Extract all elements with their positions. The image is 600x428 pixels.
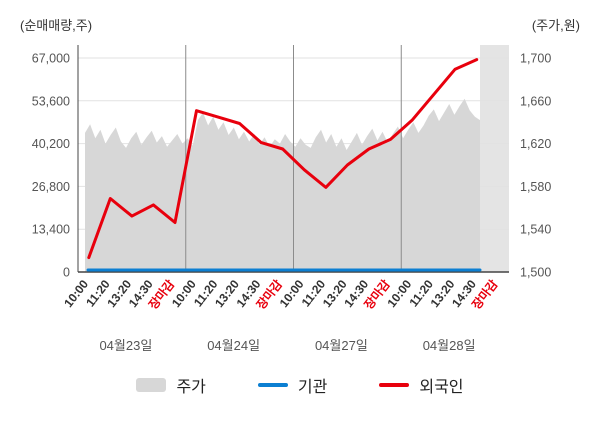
right-axis-tick-label: 1,620	[520, 137, 551, 151]
x-tick-label: 10:00	[61, 277, 91, 310]
left-axis-tick-label: 67,000	[32, 52, 70, 66]
x-tick-label: 10:00	[384, 277, 414, 310]
date-label: 04월24일	[207, 338, 260, 353]
legend-label-price: 주가	[176, 379, 206, 396]
price-area-swatch	[136, 378, 167, 392]
legend-item-foreigner: 외국인	[379, 373, 464, 397]
date-label: 04월28일	[423, 338, 476, 353]
left-axis-tick-label: 53,600	[32, 94, 70, 108]
left-axis-tick-label: 26,800	[32, 180, 70, 194]
right-axis-unit-label: (주가,원)	[532, 18, 580, 33]
legend-item-price: 주가	[136, 373, 206, 397]
legend-label-foreigner: 외국인	[419, 379, 464, 396]
left-axis-tick-label: 13,400	[32, 223, 70, 237]
right-axis-tick-label: 1,500	[520, 266, 551, 280]
foreigner-line	[87, 58, 479, 260]
price-area	[85, 98, 480, 272]
institution-line-swatch	[257, 383, 288, 387]
legend-label-institution: 기관	[297, 379, 328, 396]
date-label: 04월27일	[315, 338, 368, 353]
left-axis-tick-label: 0	[63, 266, 70, 280]
right-axis-tick-label: 1,580	[520, 180, 551, 194]
right-axis-tick-label: 1,540	[520, 223, 551, 237]
left-axis-tick-label: 40,200	[32, 137, 70, 151]
chart-canvas: (순매매량,주) (주가,원) 0 1,500 13,400 1,540 26,800 1…	[20, 18, 580, 353]
left-axis-unit-label: (순매매량,주)	[20, 18, 92, 33]
x-tick-label: 10:00	[277, 277, 307, 310]
x-tick-label: 10:00	[169, 277, 199, 310]
chart-legend: 주가 기관 외국인	[0, 368, 600, 402]
no-data-region	[480, 45, 509, 272]
legend-item-institution: 기관	[257, 373, 328, 397]
right-axis-tick-label: 1,660	[520, 94, 551, 108]
foreigner-line-swatch	[379, 383, 410, 387]
date-label: 04월23일	[99, 338, 152, 353]
right-axis-tick-label: 1,700	[520, 52, 551, 66]
